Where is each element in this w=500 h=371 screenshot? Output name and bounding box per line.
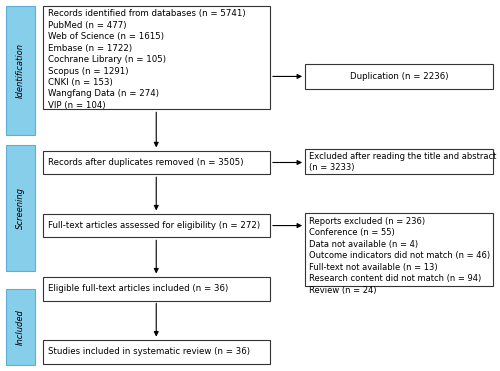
FancyBboxPatch shape: [305, 213, 492, 286]
Text: Included: Included: [16, 309, 25, 345]
Text: Records identified from databases (n = 5741)
PubMed (n = 477)
Web of Science (n : Records identified from databases (n = 5…: [48, 9, 245, 110]
Text: Eligible full-text articles included (n = 36): Eligible full-text articles included (n …: [48, 284, 228, 293]
Text: Studies included in systematic review (n = 36): Studies included in systematic review (n…: [48, 347, 250, 357]
FancyBboxPatch shape: [42, 277, 270, 301]
FancyBboxPatch shape: [305, 149, 492, 174]
Text: Records after duplicates removed (n = 3505): Records after duplicates removed (n = 35…: [48, 158, 243, 167]
Text: Screening: Screening: [16, 187, 25, 229]
FancyBboxPatch shape: [42, 6, 270, 109]
FancyBboxPatch shape: [42, 214, 270, 237]
Text: Full-text articles assessed for eligibility (n = 272): Full-text articles assessed for eligibil…: [48, 221, 260, 230]
FancyBboxPatch shape: [6, 289, 35, 365]
FancyBboxPatch shape: [42, 340, 270, 364]
Text: Reports excluded (n = 236)
Conference (n = 55)
Data not available (n = 4)
Outcom: Reports excluded (n = 236) Conference (n…: [309, 217, 490, 295]
Text: Duplication (n = 2236): Duplication (n = 2236): [350, 72, 448, 81]
FancyBboxPatch shape: [42, 151, 270, 174]
FancyBboxPatch shape: [6, 145, 35, 271]
Text: Excluded after reading the title and abstract
(n = 3233): Excluded after reading the title and abs…: [309, 152, 496, 172]
FancyBboxPatch shape: [6, 6, 35, 135]
Text: Identification: Identification: [16, 43, 25, 98]
FancyBboxPatch shape: [305, 64, 492, 89]
